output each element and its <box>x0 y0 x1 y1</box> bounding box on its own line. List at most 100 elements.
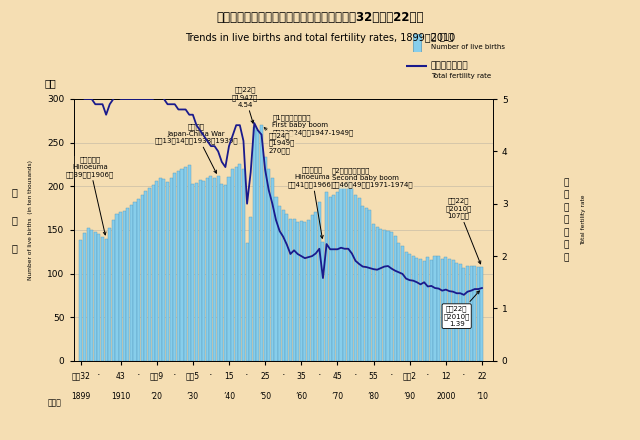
Bar <box>448 259 451 361</box>
Bar <box>231 169 234 361</box>
Text: 日中事変
Japan-China War
昭和13・14年（1938・1939）: 日中事変 Japan-China War 昭和13・14年（1938・1939） <box>155 123 238 173</box>
Bar <box>430 260 433 361</box>
Bar <box>93 231 97 361</box>
Bar <box>209 176 212 361</box>
Text: ·: · <box>209 370 212 380</box>
Bar <box>155 181 158 361</box>
Text: 合計特殊出生率: 合計特殊出生率 <box>431 62 468 70</box>
Text: 第2次ベビーブーム
Second baby boom
昭和46～49年（1971-1974）: 第2次ベビーブーム Second baby boom 昭和46～49年（1971… <box>332 167 413 188</box>
Text: ·: · <box>173 370 177 380</box>
Bar <box>152 184 155 361</box>
Text: ·: · <box>354 370 357 380</box>
Text: Trends in live births and total fertility rates, 1899－2010: Trends in live births and total fertilit… <box>185 33 455 43</box>
Bar <box>365 208 368 361</box>
Text: 昭和22年
（1947）
4.54: 昭和22年 （1947） 4.54 <box>232 87 259 123</box>
Text: 合
計
特
殊
出
生
率: 合 計 特 殊 出 生 率 <box>564 178 569 262</box>
Bar <box>101 237 104 361</box>
Bar <box>112 220 115 361</box>
Text: ’40: ’40 <box>223 392 235 400</box>
Bar <box>466 266 469 361</box>
Bar <box>170 177 173 361</box>
Bar <box>289 220 292 361</box>
Bar <box>79 240 83 361</box>
Text: 55: 55 <box>369 372 378 381</box>
Bar <box>318 202 321 361</box>
Bar <box>166 182 169 361</box>
Bar <box>347 178 350 361</box>
Bar <box>275 197 278 361</box>
Bar <box>462 268 465 361</box>
Bar <box>163 179 166 361</box>
Text: ’70: ’70 <box>332 392 344 400</box>
Text: ·: · <box>390 370 394 380</box>
Bar <box>278 206 281 361</box>
Bar <box>253 127 256 361</box>
Bar <box>285 214 289 361</box>
Bar <box>134 202 136 361</box>
Text: ’30: ’30 <box>187 392 199 400</box>
Bar <box>307 220 310 361</box>
Text: ’10: ’10 <box>476 392 488 400</box>
Bar <box>184 167 187 361</box>
Bar <box>481 268 483 361</box>
Bar <box>459 264 462 361</box>
Bar <box>195 183 198 361</box>
Text: ·: · <box>282 370 285 380</box>
Bar <box>227 177 230 361</box>
Text: ·: · <box>462 370 466 380</box>
Bar <box>257 130 259 361</box>
Bar <box>477 268 480 361</box>
Bar <box>376 227 379 361</box>
Text: Total fertility rate: Total fertility rate <box>431 73 491 79</box>
Bar <box>422 261 426 361</box>
Bar <box>206 177 209 361</box>
Text: 出生数及び合計特殊出生率の年次推移－明治32～平成22年－: 出生数及び合計特殊出生率の年次推移－明治32～平成22年－ <box>216 11 424 24</box>
Bar <box>271 177 274 361</box>
Text: ·: · <box>97 370 100 380</box>
Bar <box>238 165 241 361</box>
Bar <box>268 169 270 361</box>
Bar <box>444 257 447 361</box>
Bar <box>188 165 191 361</box>
Text: 平成22年
！2010）
107万人: 平成22年 ！2010） 107万人 <box>445 198 481 264</box>
Bar <box>426 257 429 361</box>
Bar <box>148 188 151 361</box>
Bar <box>235 167 237 361</box>
Bar <box>119 213 122 361</box>
Text: 15: 15 <box>224 372 234 381</box>
Bar <box>354 195 357 361</box>
Text: Total fertility rate: Total fertility rate <box>581 195 586 245</box>
Bar <box>451 260 454 361</box>
Bar <box>394 236 397 361</box>
Bar <box>350 183 353 361</box>
Text: 昭和24年
（1949）
270万人: 昭和24年 （1949） 270万人 <box>264 128 295 154</box>
Bar <box>115 214 118 361</box>
Text: Number of live births  (in ten thousands): Number of live births (in ten thousands) <box>28 160 33 280</box>
Bar <box>123 211 125 361</box>
Bar <box>397 243 401 361</box>
Bar <box>173 173 177 361</box>
Bar <box>90 230 93 361</box>
Text: ’80: ’80 <box>367 392 380 400</box>
Text: ’90: ’90 <box>404 392 416 400</box>
Bar <box>419 259 422 361</box>
Bar <box>216 176 220 361</box>
Bar <box>339 186 342 361</box>
Bar <box>260 125 263 361</box>
Text: 平成22年
！2010）
1.39: 平成22年 ！2010） 1.39 <box>444 291 479 327</box>
Bar <box>130 205 133 361</box>
Bar <box>97 234 100 361</box>
Text: ひのえうま
Hinoeuma
昭和41年（1966）: ひのえうま Hinoeuma 昭和41年（1966） <box>288 167 336 238</box>
Text: 昭和5: 昭和5 <box>186 372 200 381</box>
Bar <box>358 198 360 361</box>
Bar <box>404 252 408 361</box>
Bar <box>361 206 364 361</box>
Bar <box>198 180 202 361</box>
Bar <box>387 231 390 361</box>
Bar <box>191 183 195 361</box>
Text: 22: 22 <box>477 372 486 381</box>
Bar <box>83 233 86 361</box>
Bar <box>325 191 328 361</box>
Bar <box>336 192 339 361</box>
Text: 明治32: 明治32 <box>72 372 90 381</box>
